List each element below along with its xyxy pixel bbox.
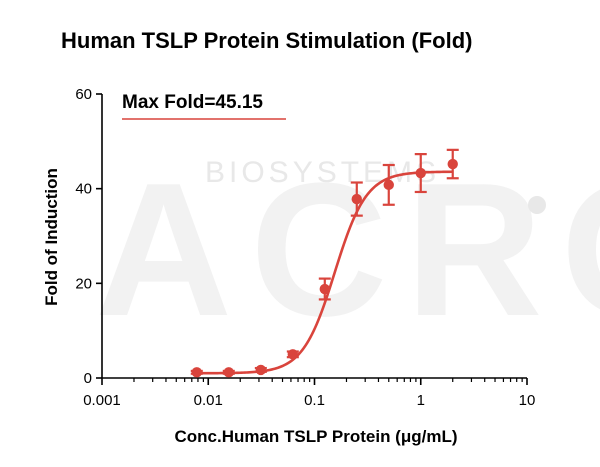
y-tick-label: 0	[84, 370, 92, 387]
x-tick-label: 0.001	[83, 392, 121, 409]
data-point	[191, 367, 202, 378]
x-tick-label: 10	[519, 392, 536, 409]
data-point	[383, 179, 394, 191]
max-fold-annotation: Max Fold=45.15	[122, 92, 263, 113]
data-point-group	[350, 181, 363, 217]
x-tick-label: 0.1	[304, 392, 325, 409]
data-point-group	[446, 148, 459, 180]
data-point-group	[222, 367, 235, 378]
data-point	[287, 349, 299, 360]
data-point	[351, 193, 362, 205]
svg-text:ACRO: ACRO	[95, 144, 600, 356]
fit-curve	[196, 170, 453, 375]
data-point	[447, 158, 458, 170]
y-tick-label: 60	[75, 86, 92, 103]
fit-curve-layer	[196, 170, 453, 375]
data-marks	[190, 148, 459, 378]
axes: 0 20 40 60 0.001 0.01 0.1 1 10	[75, 86, 535, 409]
data-point	[223, 367, 234, 378]
data-point-group	[254, 364, 267, 376]
data-point-group	[318, 277, 331, 301]
x-axis-label: Conc.Human TSLP Protein (μg/mL)	[174, 427, 457, 446]
y-tick-label: 20	[75, 275, 92, 292]
y-axis-label: Fold of Induction	[42, 168, 61, 306]
data-point	[415, 167, 426, 179]
data-point	[319, 283, 330, 295]
data-point-group	[414, 153, 427, 194]
x-tick-label: 1	[417, 392, 425, 409]
watermark-logo: BIOSYSTEMS ACRO	[95, 144, 600, 356]
chart-title: Human TSLP Protein Stimulation (Fold)	[61, 28, 472, 53]
y-tick-label: 40	[75, 181, 92, 198]
x-tick-label: 0.01	[194, 392, 223, 409]
data-point-group	[286, 349, 299, 360]
svg-text:BIOSYSTEMS: BIOSYSTEMS	[205, 156, 440, 189]
data-point-group	[190, 367, 203, 378]
data-point-group	[382, 163, 395, 206]
data-point	[255, 364, 267, 376]
